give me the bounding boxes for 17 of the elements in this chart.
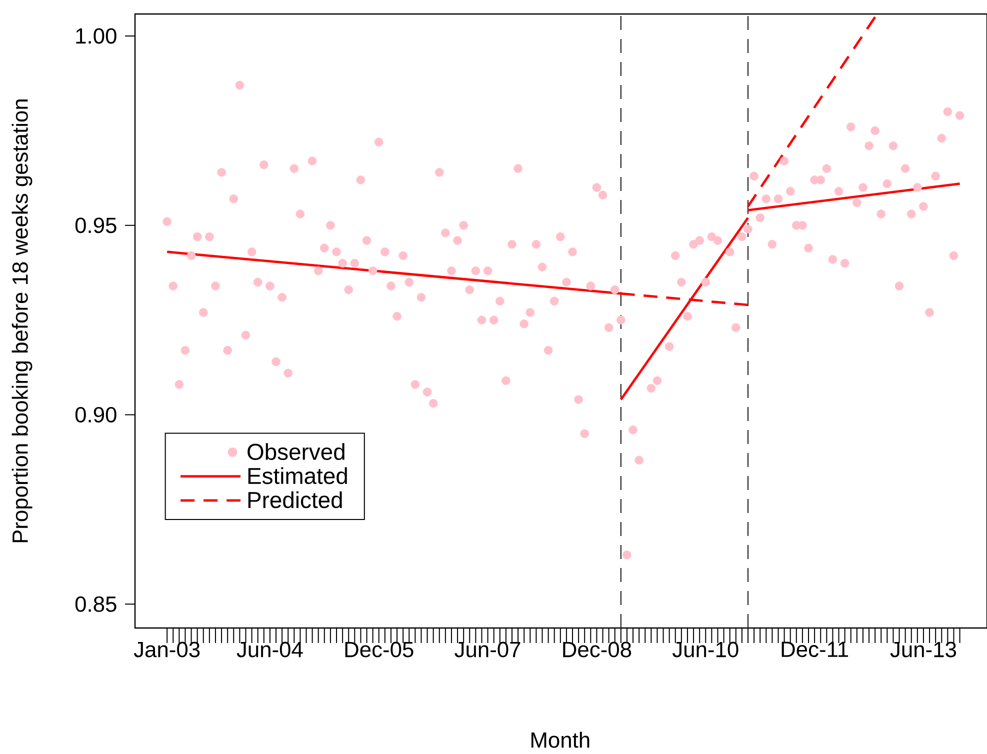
legend-label: Predicted	[248, 491, 342, 508]
y-tick-label: 0.95	[75, 218, 116, 234]
x-tick-label: Jun-07	[454, 642, 520, 658]
x-tick-label: Dec-11	[782, 642, 848, 658]
legend-label: Observed	[248, 443, 344, 460]
x-tick-label: Dec-05	[345, 642, 414, 658]
y-axis-title: Proportion booking before 18 weeks gestation	[12, 100, 32, 542]
y-tick-label: 0.90	[75, 406, 116, 423]
x-tick-label: Dec-08	[563, 642, 632, 658]
legend-label: Estimated	[248, 467, 347, 484]
x-tick-label: Jun-10	[672, 642, 738, 658]
x-tick-label: Jun-04	[236, 642, 303, 658]
x-axis-title: Month	[531, 732, 590, 748]
y-tick-label: 0.85	[75, 596, 116, 612]
x-tick-label: Jan-03	[134, 642, 200, 658]
x-tick-label: Jun-13	[890, 642, 956, 658]
y-tick-label: 1.00	[76, 28, 116, 44]
